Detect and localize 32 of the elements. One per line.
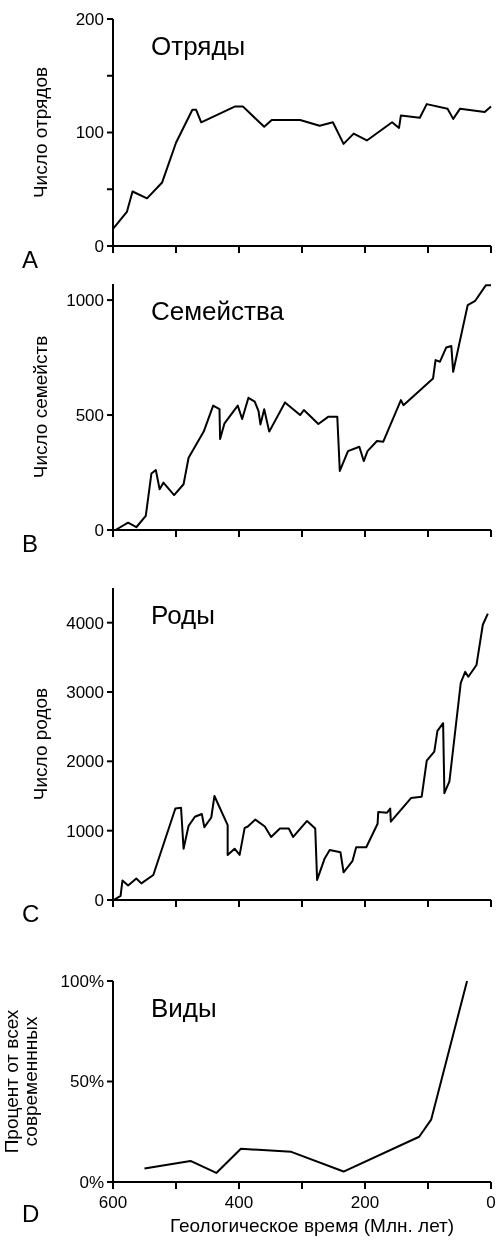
y-tick-label: 0 [94,890,104,910]
y-tick-label: 0 [94,520,104,540]
y-tick-label: 2000 [66,752,104,772]
text: Виды [151,993,217,1023]
y-tick-label: 500 [75,406,104,425]
x-tick-label: 400 [224,1193,254,1212]
y-tick-label: 3000 [66,682,104,702]
y-tick-label: 4000 [66,613,104,633]
y-axis-title: Процент от всех современнных [1,1009,41,1154]
y-tick-label: 0% [79,1172,104,1192]
y-tick-label: 0 [94,236,104,256]
text: A [22,246,39,273]
y-axis-title: Число отрядов [30,66,51,199]
x-tick-label: 600 [98,1193,128,1212]
y-tick-label: 50% [69,1072,104,1092]
y-tick-label: 100 [75,123,104,143]
text: C [22,900,40,927]
text: Роды [151,600,215,630]
text: B [22,530,39,557]
x-tick-label: 200 [350,1193,380,1212]
y-tick-label: 1000 [66,821,104,841]
line-series [143,980,469,1174]
y-axis-title: Число родов [30,687,51,801]
y-tick-label: 1000 [66,291,104,311]
x-axis-title: Геологическое время (Млн. лет) [169,1215,455,1236]
y-tick-label: 200 [75,9,104,29]
y-tick-label: 100% [60,971,104,991]
text: D [22,1200,40,1227]
x-tick-label: 0 [486,1193,496,1212]
text: Семейства [151,296,285,326]
text: Отряды [151,31,246,61]
y-axis-title: Число семейств [30,335,51,479]
